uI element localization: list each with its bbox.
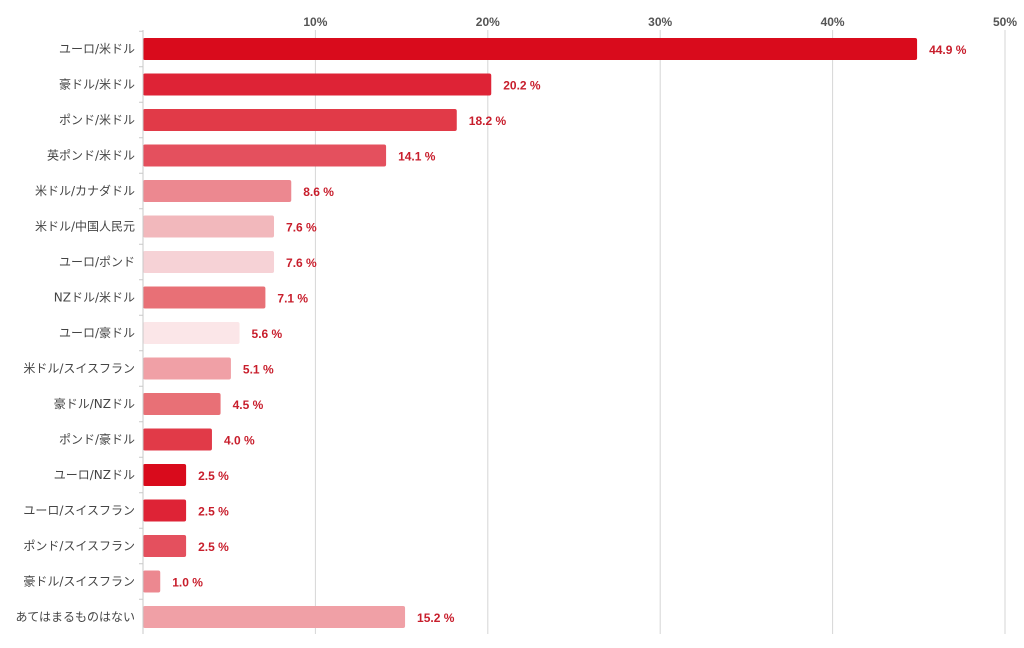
bar xyxy=(143,428,212,451)
bar xyxy=(143,357,231,380)
gridlines xyxy=(314,30,1006,634)
category-label: NZドル/米ドル xyxy=(54,291,135,305)
x-tick-label: 50% xyxy=(993,15,1017,29)
bar xyxy=(143,144,387,167)
bar xyxy=(143,322,240,344)
bar xyxy=(143,464,187,486)
value-label: 2.5 % xyxy=(198,505,229,519)
value-label: 2.5 % xyxy=(198,469,229,483)
category-label: 米ドル/カナダドル xyxy=(35,183,135,198)
value-label: 4.5 % xyxy=(233,398,264,412)
category-label: ポンド/スイスフラン xyxy=(23,539,135,553)
value-label: 1.0 % xyxy=(172,576,203,590)
category-label: ユーロ/米ドル xyxy=(59,42,135,56)
category-label: 豪ドル/NZドル xyxy=(54,396,135,411)
bar xyxy=(143,499,187,522)
x-tick-label: 30% xyxy=(648,15,672,29)
value-label: 44.9 % xyxy=(929,43,967,57)
value-label: 7.6 % xyxy=(286,221,317,235)
category-label: ポンド/米ドル xyxy=(59,113,135,127)
x-tick-label: 10% xyxy=(303,15,327,29)
category-labels: ユーロ/米ドル豪ドル/米ドルポンド/米ドル英ポンド/米ドル米ドル/カナダドル米ド… xyxy=(15,30,143,624)
category-label: ポンド/豪ドル xyxy=(59,432,135,447)
value-label: 8.6 % xyxy=(303,185,334,199)
bar xyxy=(143,38,918,60)
value-labels: 44.9 % 20.2 % 18.2 % 14.1 % 8.6 % 7.6 % 7.6 % 7… xyxy=(172,43,967,625)
value-label: 5.1 % xyxy=(243,363,274,377)
category-label: ユーロ/豪ドル xyxy=(59,325,135,340)
value-label: 20.2 % xyxy=(503,79,541,93)
category-label: あてはまるものはない xyxy=(15,610,135,624)
category-label: ユーロ/NZドル xyxy=(54,468,135,482)
category-label: 米ドル/スイスフラン xyxy=(23,362,135,376)
bar xyxy=(143,535,187,557)
value-label: 5.6 % xyxy=(252,327,283,341)
bar xyxy=(143,570,161,593)
value-label: 2.5 % xyxy=(198,540,229,554)
value-label: 7.6 % xyxy=(286,256,317,270)
value-label: 14.1 % xyxy=(398,150,436,164)
value-label: 18.2 % xyxy=(469,114,507,128)
bar xyxy=(143,393,221,415)
category-label: ユーロ/ポンド xyxy=(59,255,135,269)
bar xyxy=(143,215,275,238)
category-label: ユーロ/スイスフラン xyxy=(23,504,135,518)
category-label: 英ポンド/米ドル xyxy=(47,149,135,163)
bar xyxy=(143,109,457,131)
category-label: 豪ドル/スイスフラン xyxy=(23,574,135,589)
bar xyxy=(143,180,292,202)
bar xyxy=(143,606,406,628)
x-tick-label: 40% xyxy=(821,15,845,29)
category-label: 米ドル/中国人民元 xyxy=(35,219,135,234)
value-label: 4.0 % xyxy=(224,434,255,448)
x-axis-ticks: 10% 20% 30% 40% 50% xyxy=(303,15,1017,29)
bar xyxy=(143,251,275,273)
bar xyxy=(143,73,492,96)
bar xyxy=(143,286,266,309)
value-label: 15.2 % xyxy=(417,611,455,625)
category-label: 豪ドル/米ドル xyxy=(59,77,135,92)
x-tick-label: 20% xyxy=(476,15,500,29)
bars xyxy=(143,38,918,628)
value-label: 7.1 % xyxy=(277,292,308,306)
